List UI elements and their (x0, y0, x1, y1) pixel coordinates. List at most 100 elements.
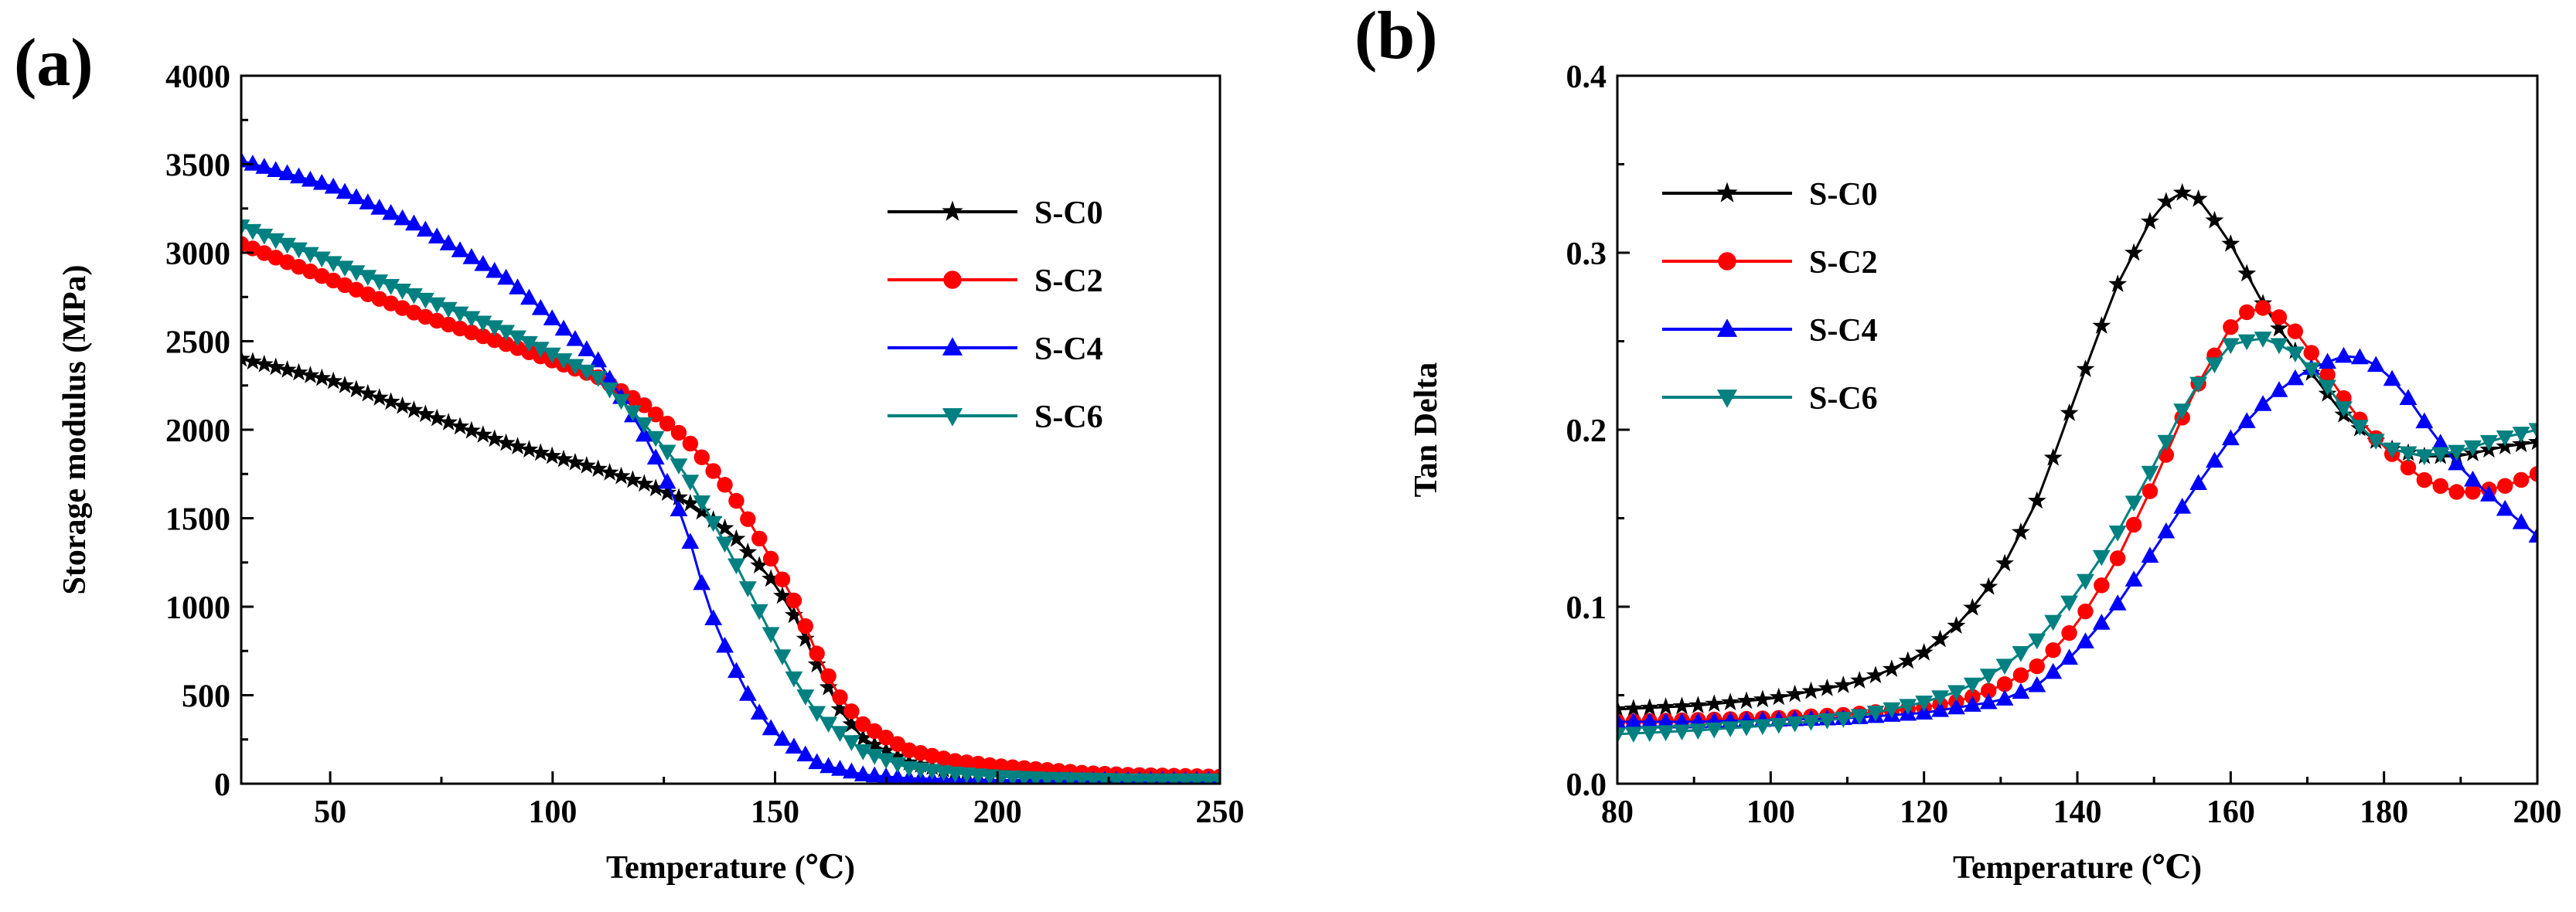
data-point-s-c4 (2092, 614, 2111, 630)
data-point-s-c0 (623, 470, 642, 488)
data-point-s-c6 (2399, 446, 2418, 463)
data-point-s-c4 (1624, 712, 1643, 729)
data-point-s-c6 (1947, 685, 1965, 702)
data-point-s-c0 (439, 413, 458, 430)
data-point-s-c6 (2496, 430, 2514, 447)
data-point-s-c4 (2221, 429, 2240, 446)
data-point-s-c6 (290, 242, 308, 259)
data-point-s-c6 (2206, 357, 2223, 374)
data-point-s-c0 (773, 586, 792, 604)
data-point-s-c4 (267, 161, 285, 178)
data-point-s-c6 (842, 735, 860, 751)
data-point-s-c0 (796, 629, 815, 647)
data-point-s-c0 (888, 747, 907, 765)
data-point-s-c4 (497, 268, 515, 285)
data-point-s-c4 (589, 351, 608, 368)
data-point-s-c6 (255, 228, 274, 245)
data-point-s-c0 (1882, 659, 1901, 677)
data-point-s-c6 (1995, 658, 2014, 675)
data-point-s-c4 (2512, 513, 2530, 529)
data-point-s-c6 (1850, 709, 1869, 726)
series-line-s-c2 (1617, 306, 2537, 723)
data-point-s-c2 (809, 645, 825, 662)
data-point-s-c6 (2092, 550, 2111, 567)
data-point-s-c0 (612, 466, 631, 485)
data-point-s-c2 (774, 571, 791, 587)
data-point-s-c2 (705, 463, 721, 479)
data-point-s-c0 (588, 459, 608, 477)
data-point-s-c2 (717, 477, 733, 493)
data-point-s-c6 (2108, 525, 2127, 542)
data-point-s-c4 (646, 448, 665, 465)
data-point-s-c2 (2029, 658, 2046, 675)
data-point-s-c6 (554, 353, 573, 369)
data-point-s-c2 (2303, 345, 2319, 361)
data-point-s-c0 (531, 443, 550, 461)
data-point-s-c6 (1979, 669, 1998, 685)
data-point-s-c4 (2366, 356, 2385, 373)
data-point-s-c6 (785, 671, 803, 688)
data-point-s-c4 (681, 533, 700, 549)
data-point-s-c4 (278, 164, 296, 181)
data-point-s-c4 (474, 254, 492, 271)
data-point-s-c6 (486, 320, 504, 337)
data-point-s-c0 (2108, 274, 2128, 292)
data-point-s-c0 (830, 699, 850, 718)
data-point-s-c2 (1996, 675, 2013, 693)
data-point-s-c2 (2094, 577, 2110, 594)
data-point-s-c4 (2270, 381, 2288, 397)
data-point-s-c0 (301, 366, 320, 383)
data-point-s-c2 (2465, 484, 2481, 500)
data-point-s-c2 (2400, 459, 2417, 476)
legend: S-C0 S-C2 S-C4 S-C6 (888, 196, 1103, 435)
data-point-s-c4 (785, 737, 803, 754)
data-point-s-c0 (565, 452, 584, 471)
data-point-s-c6 (336, 260, 354, 277)
data-point-s-c6 (2044, 614, 2063, 631)
legend-label-s-c2: S-C2 (1034, 264, 1103, 299)
data-point-s-c4 (336, 182, 354, 199)
x-tick-label: 100 (528, 795, 577, 830)
data-point-s-c0 (727, 529, 746, 547)
data-point-s-c4 (543, 309, 561, 325)
data-point-s-c6 (359, 270, 377, 286)
data-point-s-c0 (2092, 316, 2111, 334)
data-point-s-c2 (636, 397, 653, 413)
data-point-s-c4 (796, 745, 815, 762)
data-point-s-c0 (635, 474, 654, 492)
data-point-s-c4 (842, 762, 860, 779)
data-point-s-c0 (347, 379, 366, 398)
data-point-s-c6 (1866, 706, 1885, 722)
data-point-s-c0 (266, 357, 285, 376)
data-point-s-c6 (738, 581, 757, 597)
data-point-s-c0 (1753, 689, 1772, 708)
data-point-s-c6 (1657, 725, 1675, 741)
data-point-s-c0 (2528, 432, 2537, 451)
data-point-s-c4 (704, 609, 723, 625)
data-point-s-c4 (394, 209, 411, 226)
data-point-s-c4 (738, 685, 757, 701)
data-point-s-c6 (727, 558, 745, 575)
data-point-s-c6 (2512, 427, 2530, 443)
legend-marker-s-c6 (1716, 390, 1738, 408)
data-point-s-c2 (959, 754, 975, 771)
data-point-s-c0 (381, 392, 400, 410)
data-point-s-c6 (324, 256, 342, 273)
data-point-s-c6 (877, 753, 895, 769)
data-point-s-c6 (428, 297, 446, 314)
data-point-s-c2 (2077, 603, 2094, 620)
data-point-s-c0 (819, 677, 838, 696)
data-point-s-c0 (1721, 693, 1740, 711)
data-point-s-c6 (1883, 702, 1901, 719)
data-point-s-c6 (1899, 699, 1917, 715)
legend-marker-s-c2 (1718, 252, 1736, 271)
data-point-s-c6 (2448, 444, 2466, 461)
data-point-s-c0 (1688, 696, 1708, 713)
y-tick-label: 3500 (165, 148, 230, 184)
data-point-s-c4 (347, 188, 366, 205)
data-point-s-c4 (2108, 594, 2127, 611)
data-point-s-c2 (889, 736, 906, 752)
data-point-s-c0 (416, 404, 435, 423)
x-axis-label: Temperature (℃) (1953, 850, 2202, 886)
data-point-s-c6 (1931, 690, 1949, 706)
